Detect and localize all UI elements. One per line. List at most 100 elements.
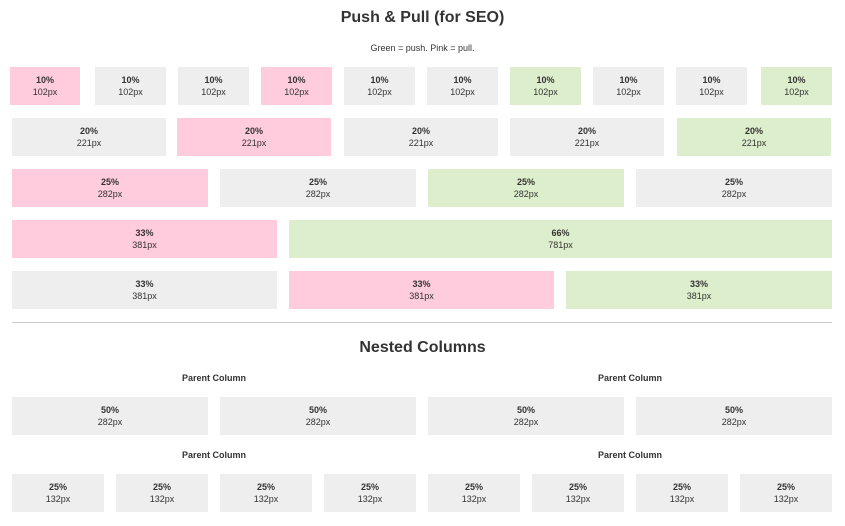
column-percent-label: 10% <box>204 75 223 85</box>
column-width-label: 282px <box>97 417 123 427</box>
grid-column: 33% 381px <box>566 271 832 309</box>
column-width-label: 282px <box>97 189 123 199</box>
column-width-label: 102px <box>784 87 809 97</box>
column-width-label: 282px <box>305 417 331 427</box>
grid-column: 20% 221px <box>344 118 498 156</box>
column-width-label: 132px <box>45 494 71 504</box>
nested-columns-title: Nested Columns <box>359 339 486 356</box>
column-percent-label: 50% <box>516 405 535 415</box>
column-width-label: 102px <box>201 87 226 97</box>
grid-column: 25% 282px <box>636 169 832 207</box>
column-percent-label: 50% <box>100 405 119 415</box>
column-percent-label: 25% <box>516 177 535 187</box>
column-percent-label: 10% <box>536 75 555 85</box>
column-percent-label: 33% <box>135 279 154 289</box>
column-percent-label: 66% <box>551 228 570 238</box>
column-width-label: 132px <box>357 494 383 504</box>
nested-column: 50% 282px <box>220 397 416 435</box>
grid-column: 33% 381px <box>12 220 277 258</box>
column-percent-label: 50% <box>724 405 743 415</box>
column-percent-label: 25% <box>256 482 275 492</box>
column-percent-label: 33% <box>412 279 431 289</box>
grid-column: 20% 221px <box>12 118 166 156</box>
column-width-label: 282px <box>513 189 539 199</box>
column-width-label: 102px <box>533 87 558 97</box>
nested-column: 25% 132px <box>636 474 728 512</box>
nested-column: 25% 132px <box>12 474 104 512</box>
grid-column: 25% 282px <box>12 169 208 207</box>
nested-column: 25% 132px <box>220 474 312 512</box>
grid-column: 10% 102px <box>761 67 832 105</box>
grid-column: 25% 282px <box>428 169 624 207</box>
column-width-label: 221px <box>408 138 434 148</box>
grid-column: 10% 102px <box>676 67 747 105</box>
column-percent-label: 25% <box>48 482 67 492</box>
column-width-label: 132px <box>773 494 799 504</box>
parent-column-label: Parent Column <box>597 373 662 383</box>
column-width-label: 381px <box>686 291 712 301</box>
column-percent-label: 10% <box>702 75 721 85</box>
column-width-label: 102px <box>367 87 392 97</box>
column-percent-label: 10% <box>35 75 54 85</box>
grid-column: 10% 102px <box>510 67 581 105</box>
grid-column: 20% 221px <box>510 118 664 156</box>
column-percent-label: 50% <box>308 405 327 415</box>
column-width-label: 381px <box>409 291 434 301</box>
column-width-label: 381px <box>132 291 157 301</box>
column-percent-label: 33% <box>689 279 708 289</box>
nested-column: 25% 132px <box>116 474 208 512</box>
column-percent-label: 10% <box>453 75 472 85</box>
column-percent-label: 10% <box>787 75 806 85</box>
section-divider <box>12 322 832 323</box>
column-width-label: 132px <box>461 494 487 504</box>
column-width-label: 221px <box>574 138 600 148</box>
column-width-label: 282px <box>721 417 747 427</box>
column-width-label: 221px <box>741 138 767 148</box>
column-percent-label: 10% <box>287 75 306 85</box>
column-width-label: 102px <box>284 87 309 97</box>
column-percent-label: 25% <box>724 177 743 187</box>
nested-column: 25% 132px <box>532 474 624 512</box>
column-percent-label: 10% <box>619 75 638 85</box>
column-percent-label: 20% <box>577 126 596 136</box>
column-percent-label: 10% <box>370 75 389 85</box>
nested-column: 50% 282px <box>636 397 832 435</box>
grid-column: 33% 381px <box>289 271 554 309</box>
column-percent-label: 25% <box>100 177 119 187</box>
grid-column: 20% 221px <box>177 118 331 156</box>
column-percent-label: 25% <box>360 482 379 492</box>
push-pull-title: Push & Pull (for SEO) <box>340 9 505 26</box>
column-percent-label: 25% <box>308 177 327 187</box>
column-width-label: 381px <box>132 240 157 250</box>
nested-column: 50% 282px <box>12 397 208 435</box>
nested-column: 25% 132px <box>428 474 520 512</box>
column-width-label: 102px <box>118 87 143 97</box>
column-percent-label: 25% <box>568 482 587 492</box>
grid-column: 10% 102px <box>427 67 498 105</box>
column-percent-label: 25% <box>672 482 691 492</box>
column-width-label: 102px <box>699 87 724 97</box>
column-percent-label: 10% <box>121 75 140 85</box>
nested-column: 25% 132px <box>324 474 416 512</box>
column-width-label: 282px <box>305 189 331 199</box>
column-width-label: 132px <box>565 494 591 504</box>
column-percent-label: 20% <box>744 126 763 136</box>
grid-column: 10% 102px <box>593 67 664 105</box>
column-percent-label: 20% <box>411 126 430 136</box>
column-width-label: 282px <box>513 417 539 427</box>
nested-column: 25% 132px <box>740 474 832 512</box>
column-width-label: 102px <box>450 87 475 97</box>
column-width-label: 221px <box>76 138 102 148</box>
grid-column: 66% 781px <box>289 220 832 258</box>
grid-column: 33% 381px <box>12 271 277 309</box>
column-percent-label: 25% <box>464 482 483 492</box>
column-width-label: 102px <box>32 87 58 97</box>
column-width-label: 132px <box>149 494 175 504</box>
grid-column: 20% 221px <box>677 118 831 156</box>
column-width-label: 282px <box>721 189 747 199</box>
grid-column: 10% 102px <box>261 67 332 105</box>
parent-column-label: Parent Column <box>597 450 662 460</box>
grid-column: 25% 282px <box>220 169 416 207</box>
column-percent-label: 33% <box>135 228 154 238</box>
push-pull-subtitle: Green = push. Pink = pull. <box>370 43 475 53</box>
